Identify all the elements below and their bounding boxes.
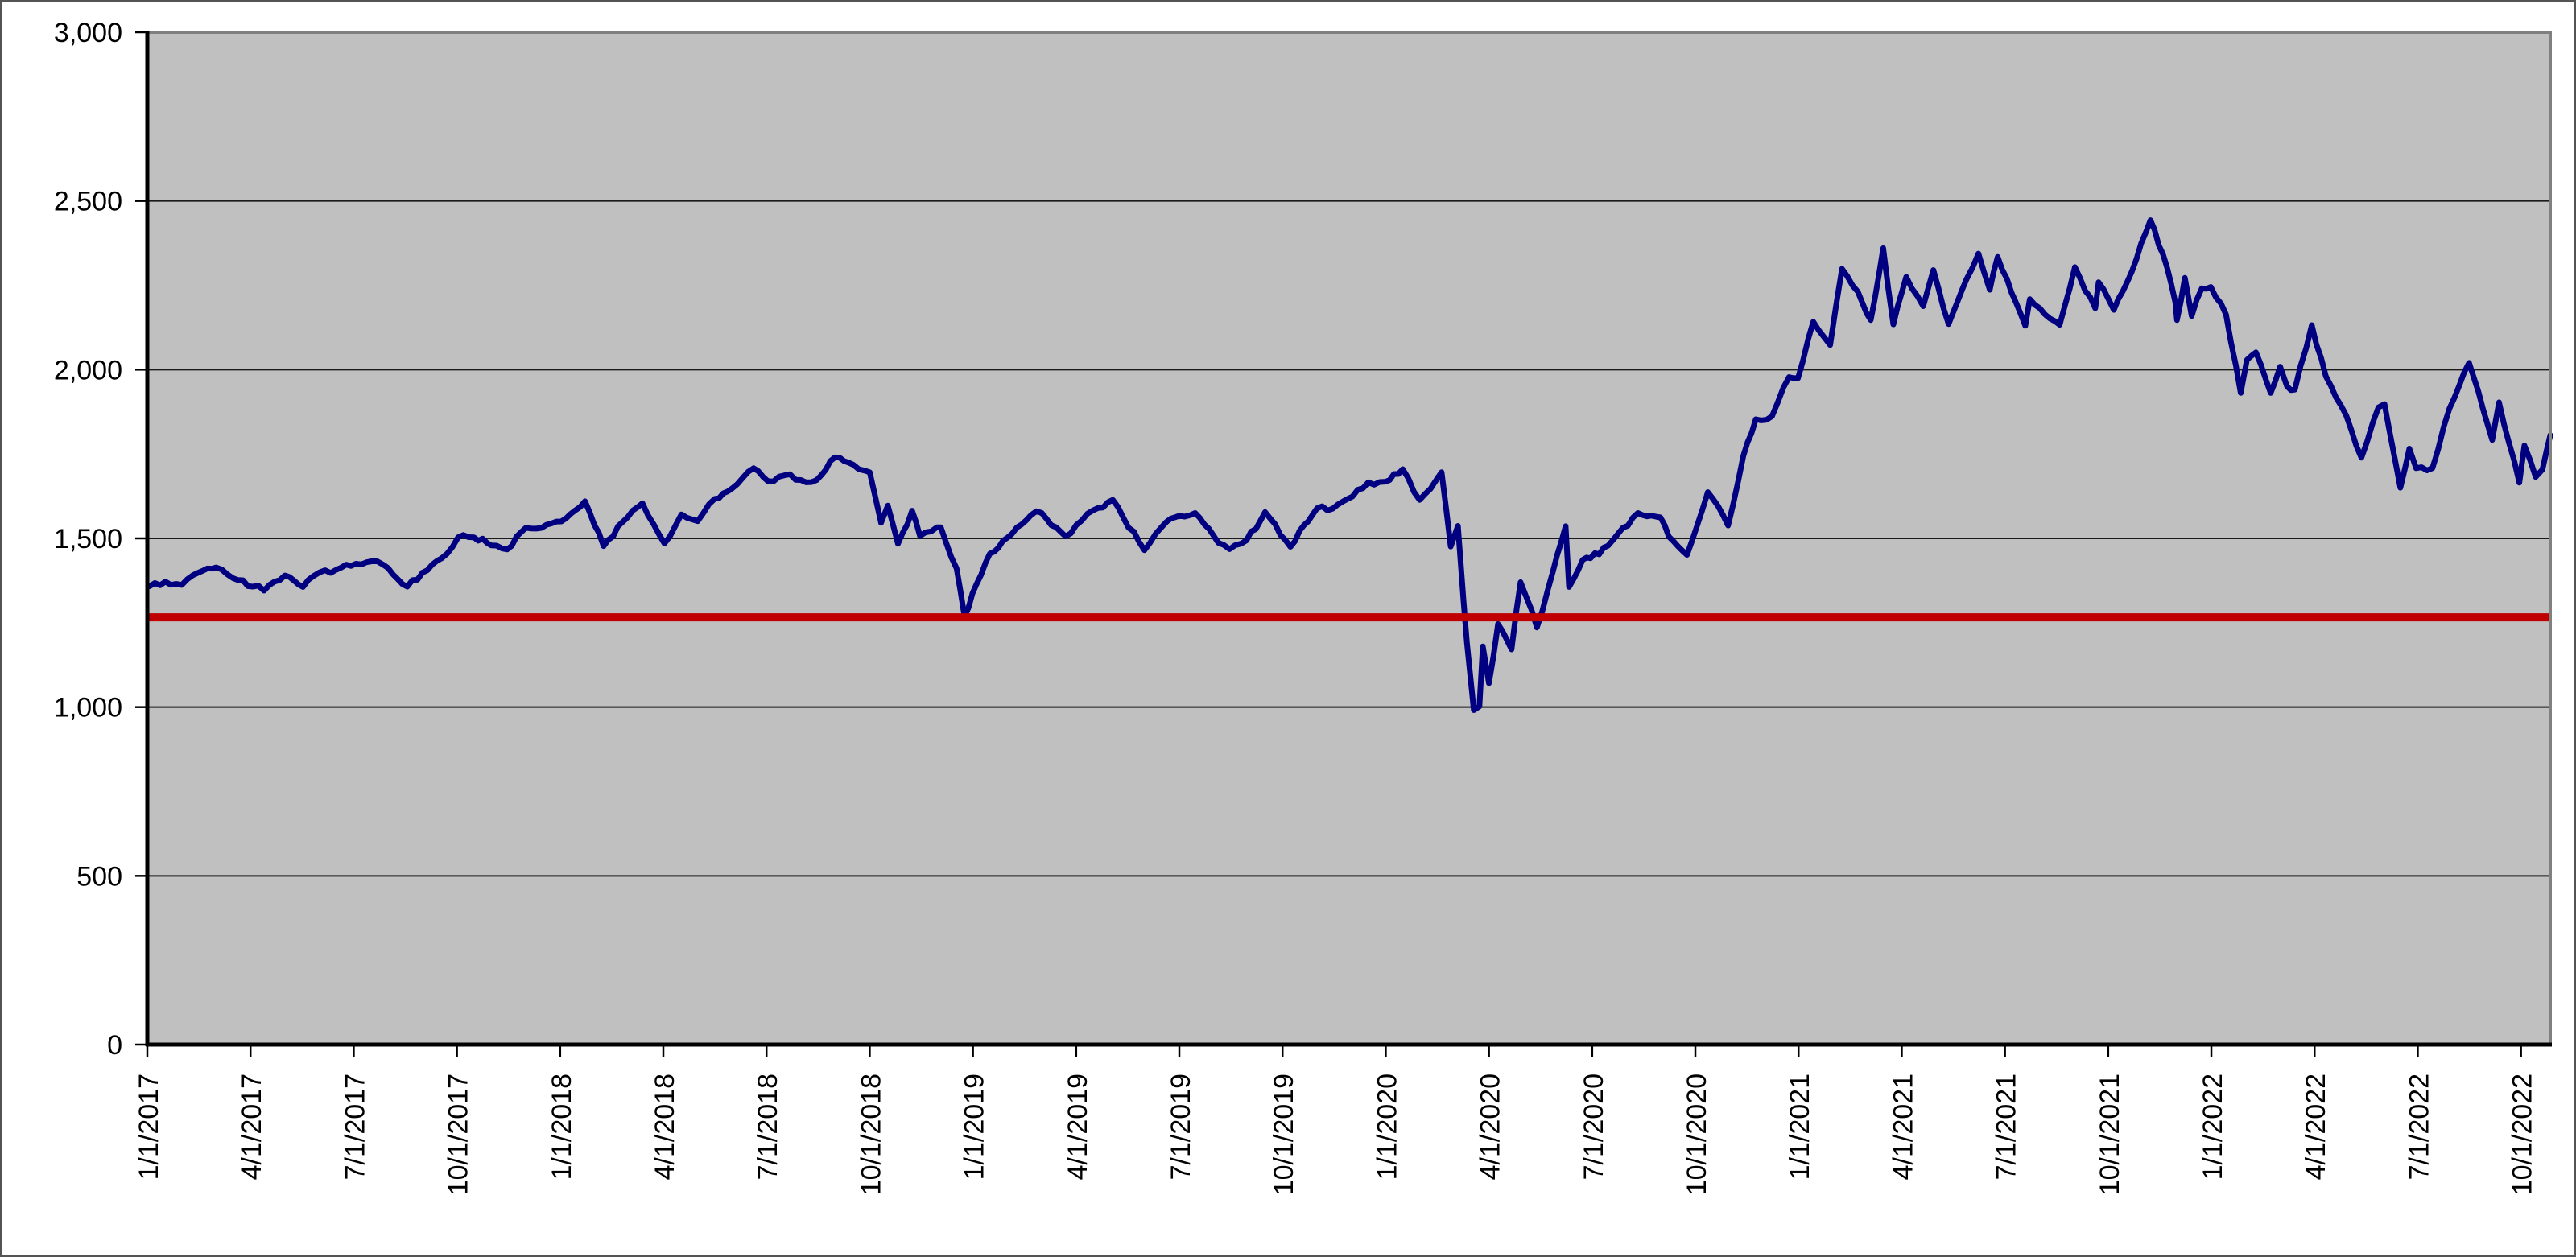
x-axis-label: 4/1/2020 xyxy=(1476,1074,1506,1180)
x-axis-label: 1/1/2017 xyxy=(134,1074,164,1180)
x-axis-label: 1/1/2021 xyxy=(1785,1074,1815,1180)
x-axis-label: 4/1/2019 xyxy=(1063,1074,1093,1180)
x-axis-label: 7/1/2022 xyxy=(2404,1074,2434,1180)
y-axis-label: 1,000 xyxy=(54,693,122,723)
x-axis-label: 7/1/2018 xyxy=(753,1074,783,1180)
price-line xyxy=(147,217,2553,713)
x-axis-label: 7/1/2017 xyxy=(340,1074,370,1180)
y-axis-label: 2,500 xyxy=(54,187,122,217)
x-axis-label: 10/1/2019 xyxy=(1269,1074,1299,1195)
x-axis-label: 10/1/2017 xyxy=(444,1074,474,1195)
x-axis-label: 4/1/2021 xyxy=(1888,1074,1918,1180)
x-axis-label: 1/1/2020 xyxy=(1372,1074,1402,1180)
x-axis-label: 4/1/2018 xyxy=(650,1074,680,1180)
x-axis-label: 7/1/2020 xyxy=(1579,1074,1609,1180)
y-axis-label: 500 xyxy=(76,861,122,892)
y-axis-label: 0 xyxy=(107,1030,122,1061)
x-axis-label: 1/1/2022 xyxy=(2198,1074,2228,1180)
x-axis-label: 1/1/2018 xyxy=(547,1074,577,1180)
x-axis-label: 10/1/2021 xyxy=(2095,1074,2125,1195)
x-axis-label: 10/1/2022 xyxy=(2508,1074,2538,1195)
y-axis-label: 3,000 xyxy=(54,18,122,48)
x-axis-label: 10/1/2018 xyxy=(856,1074,886,1195)
x-axis-label: 1/1/2019 xyxy=(960,1074,990,1180)
x-axis-label: 4/1/2022 xyxy=(2301,1074,2331,1180)
x-axis-label: 7/1/2021 xyxy=(1992,1074,2022,1180)
x-axis-label: 4/1/2017 xyxy=(237,1074,267,1180)
y-axis-label: 1,500 xyxy=(54,524,122,554)
x-axis-label: 7/1/2019 xyxy=(1166,1074,1196,1180)
x-axis-label: 10/1/2020 xyxy=(1682,1074,1712,1195)
y-axis-label: 2,000 xyxy=(54,355,122,385)
